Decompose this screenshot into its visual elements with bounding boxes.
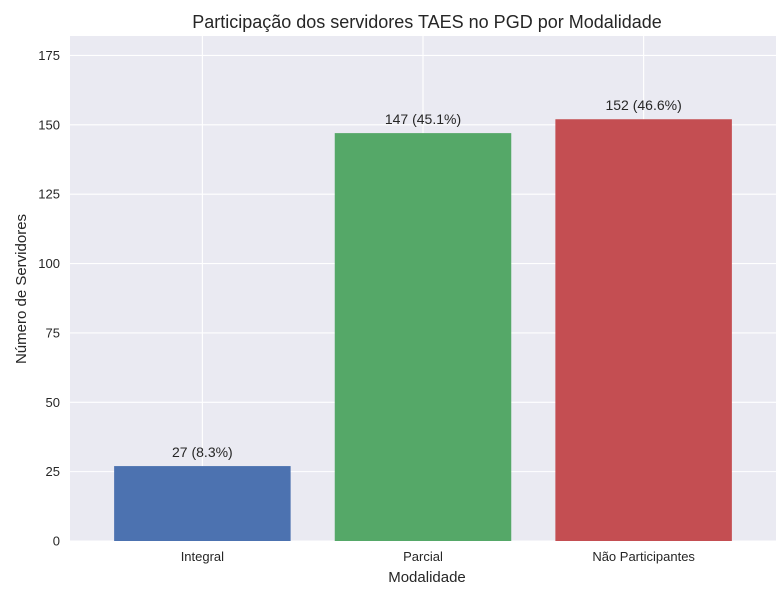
- bar-data-label: 152 (46.6%): [605, 97, 681, 113]
- x-tick-label: Integral: [181, 549, 224, 564]
- x-tick-label: Não Participantes: [592, 549, 695, 564]
- x-tick-label: Parcial: [403, 549, 443, 564]
- y-tick-label: 175: [38, 48, 60, 63]
- bar: [114, 466, 291, 541]
- chart-title: Participação dos servidores TAES no PGD …: [192, 12, 662, 32]
- y-tick-label: 150: [38, 117, 60, 132]
- x-tick-labels: Integral Parcial Não Participantes: [181, 549, 696, 564]
- y-axis-label: Número de Servidores: [13, 214, 30, 364]
- bar-data-label: 147 (45.1%): [385, 111, 461, 127]
- data-labels: 27 (8.3%) 147 (45.1%) 152 (46.6%): [172, 97, 682, 460]
- bars: [114, 119, 732, 541]
- y-tick-labels: 0 25 50 75 100 125 150 175: [38, 48, 60, 549]
- bar: [334, 133, 512, 541]
- bar: [555, 119, 732, 541]
- y-tick-label: 100: [38, 256, 60, 271]
- x-axis-label: Modalidade: [388, 569, 466, 586]
- y-tick-label: 25: [46, 464, 60, 479]
- y-tick-label: 50: [46, 395, 60, 410]
- y-tick-label: 75: [46, 325, 60, 340]
- bar-data-label: 27 (8.3%): [172, 444, 233, 460]
- y-tick-label: 125: [38, 187, 60, 202]
- y-tick-label: 0: [53, 534, 60, 549]
